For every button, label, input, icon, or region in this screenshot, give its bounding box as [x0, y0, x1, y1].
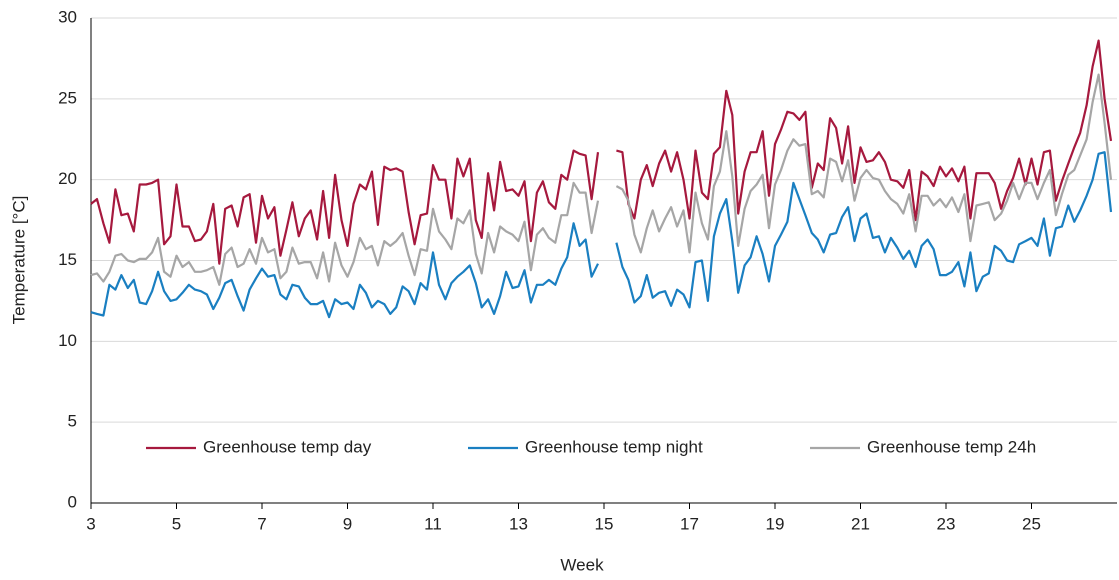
y-tick-label: 30 [58, 7, 77, 26]
x-tick-label: 7 [257, 514, 266, 533]
y-tick-label: 5 [68, 412, 77, 431]
x-tick-label: 5 [172, 514, 181, 533]
x-tick-label: 3 [86, 514, 95, 533]
x-tick-label: 23 [937, 514, 956, 533]
legend-label: Greenhouse temp 24h [867, 437, 1036, 456]
series-line [90, 39, 1113, 265]
x-tick-label: 17 [680, 514, 699, 533]
x-tick-label: 11 [424, 514, 442, 533]
series-line [90, 73, 1113, 286]
y-axis-label: Temperature [°C] [9, 196, 28, 325]
legend-label: Greenhouse temp day [203, 437, 372, 456]
x-tick-label: 25 [1022, 514, 1041, 533]
x-tick-label: 21 [851, 514, 870, 533]
x-axis-label: Week [560, 555, 604, 574]
y-tick-label: 10 [58, 331, 77, 350]
x-tick-label: 19 [766, 514, 785, 533]
legend-label: Greenhouse temp night [525, 437, 703, 456]
y-tick-label: 20 [58, 169, 77, 188]
y-tick-label: 25 [58, 88, 77, 107]
x-tick-label: 15 [595, 514, 614, 533]
x-tick-label: 9 [343, 514, 352, 533]
x-tick-label: 13 [509, 514, 528, 533]
y-tick-label: 15 [58, 250, 77, 269]
series-line [90, 151, 1113, 319]
y-tick-label: 0 [68, 492, 77, 511]
